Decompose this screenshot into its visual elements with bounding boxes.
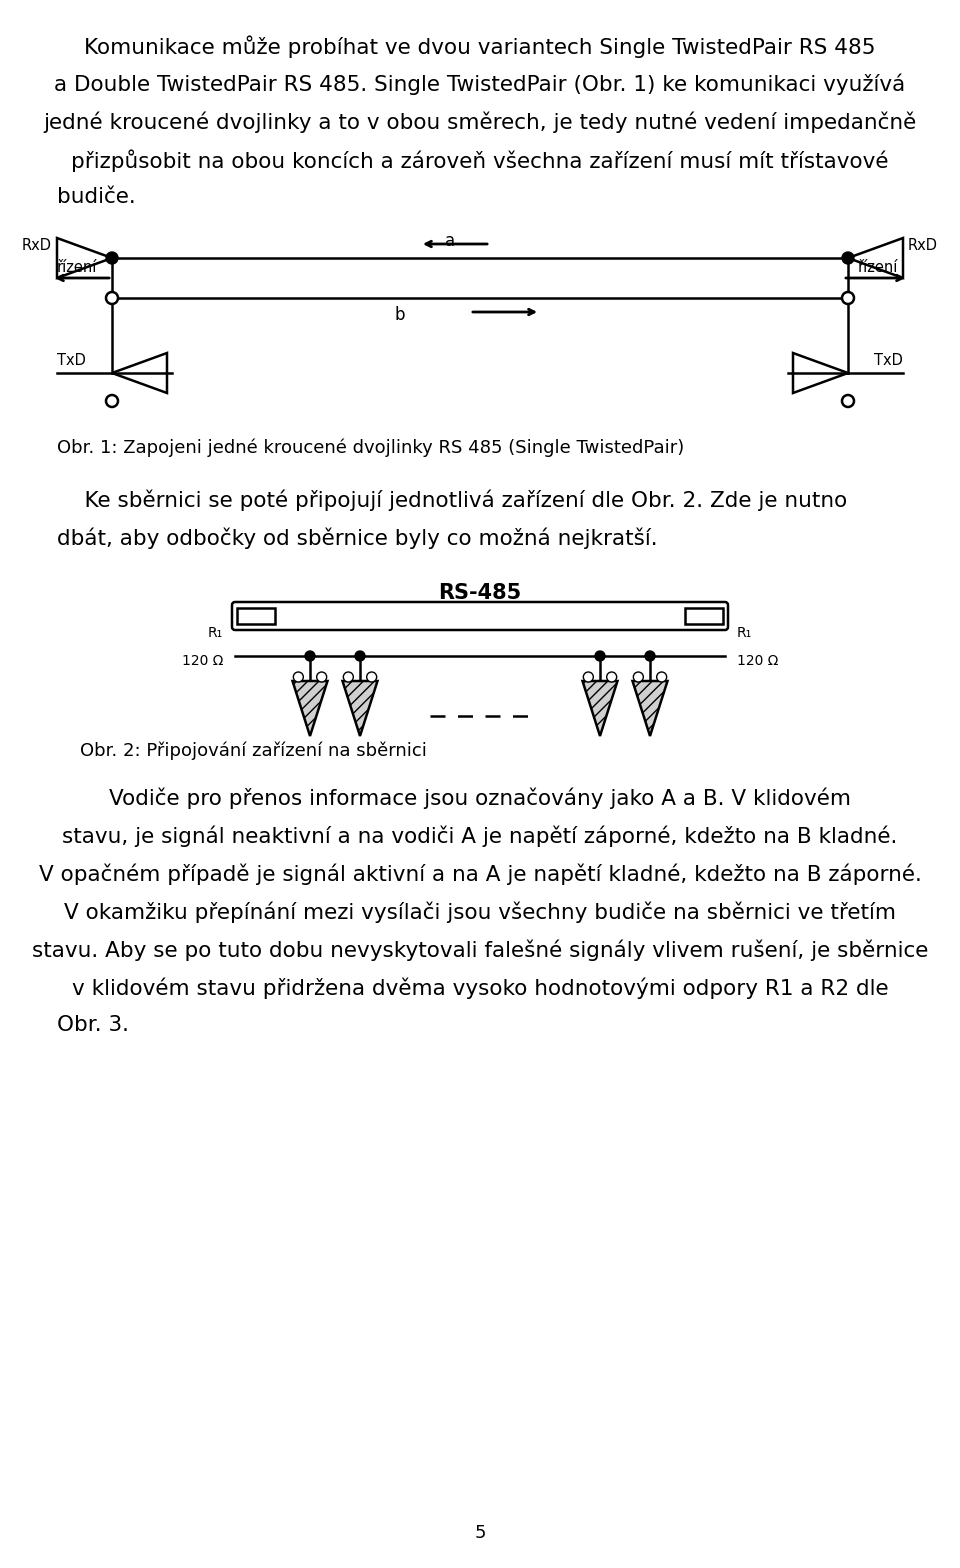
- Bar: [685, 608, 723, 624]
- Text: RxD: RxD: [22, 238, 52, 252]
- Text: V opačném případě je signál aktivní a na A je napětí kladné, kdežto na B záporné: V opačném případě je signál aktivní a na…: [38, 862, 922, 884]
- Text: Obr. 2: Připojování zařízení na sběrnici: Obr. 2: Připojování zařízení na sběrnici: [57, 742, 427, 759]
- Text: b: b: [395, 306, 405, 325]
- Circle shape: [657, 673, 666, 682]
- Circle shape: [106, 292, 118, 304]
- FancyBboxPatch shape: [232, 602, 728, 630]
- Text: v klidovém stavu přidržena dvěma vysoko hodnotovými odpory R1 a R2 dle: v klidovém stavu přidržena dvěma vysoko …: [72, 977, 888, 999]
- Text: řízení: řízení: [857, 260, 898, 274]
- Text: RS-485: RS-485: [439, 583, 521, 604]
- Text: R₁: R₁: [207, 626, 223, 640]
- Text: 120 Ω: 120 Ω: [181, 654, 223, 668]
- Polygon shape: [633, 681, 667, 735]
- Text: a Double TwistedPair RS 485. Single TwistedPair (Obr. 1) ke komunikaci využívá: a Double TwistedPair RS 485. Single Twis…: [55, 74, 905, 94]
- Text: TxD: TxD: [57, 353, 85, 368]
- Text: 120 Ω: 120 Ω: [737, 654, 779, 668]
- Text: Ke sběrnici se poté připojují jednotlivá zařízení dle Obr. 2. Zde je nutno: Ke sběrnici se poté připojují jednotlivá…: [57, 489, 848, 511]
- Text: Obr. 1: Zapojeni jedné kroucené dvojlinky RS 485 (Single TwistedPair): Obr. 1: Zapojeni jedné kroucené dvojlink…: [57, 437, 684, 456]
- Text: TxD: TxD: [875, 353, 903, 368]
- Text: stavu. Aby se po tuto dobu nevyskytovali falešné signály vlivem rušení, je sběrn: stavu. Aby se po tuto dobu nevyskytovali…: [32, 939, 928, 961]
- Circle shape: [106, 252, 118, 263]
- Polygon shape: [343, 681, 377, 735]
- Circle shape: [645, 651, 655, 662]
- Circle shape: [842, 292, 854, 304]
- Circle shape: [294, 673, 303, 682]
- Circle shape: [344, 673, 353, 682]
- Circle shape: [106, 395, 118, 408]
- Circle shape: [305, 651, 315, 662]
- Text: stavu, je signál neaktivní a na vodiči A je napětí záporné, kdežto na B kladné.: stavu, je signál neaktivní a na vodiči A…: [62, 825, 898, 847]
- Circle shape: [842, 292, 854, 304]
- Circle shape: [367, 673, 376, 682]
- Circle shape: [584, 673, 593, 682]
- Text: jedné kroucené dvojlinky a to v obou směrech, je tedy nutné vedení impedančně: jedné kroucené dvojlinky a to v obou smě…: [43, 111, 917, 133]
- Circle shape: [595, 651, 605, 662]
- Bar: [237, 608, 275, 624]
- Circle shape: [842, 252, 854, 263]
- Text: 5: 5: [474, 1524, 486, 1541]
- Text: V okamžiku přepínání mezi vysílači jsou všechny budiče na sběrnici ve třetím: V okamžiku přepínání mezi vysílači jsou …: [64, 902, 896, 922]
- Text: Obr. 3.: Obr. 3.: [57, 1014, 129, 1035]
- Circle shape: [106, 292, 118, 304]
- Text: dbát, aby odbočky od sběrnice byly co možná nejkratší.: dbát, aby odbočky od sběrnice byly co mo…: [57, 527, 658, 549]
- Text: Komunikace může probíhat ve dvou variantech Single TwistedPair RS 485: Komunikace může probíhat ve dvou variant…: [84, 34, 876, 58]
- Text: přizpůsobit na obou koncích a zároveň všechna zařízení musí mít třístavové: přizpůsobit na obou koncích a zároveň vš…: [71, 149, 889, 171]
- Circle shape: [355, 651, 365, 662]
- Text: a: a: [444, 232, 455, 249]
- Circle shape: [607, 673, 616, 682]
- Circle shape: [634, 673, 643, 682]
- Circle shape: [317, 673, 326, 682]
- Polygon shape: [293, 681, 327, 735]
- Text: Vodiče pro přenos informace jsou označovány jako A a B. V klidovém: Vodiče pro přenos informace jsou označov…: [109, 787, 851, 809]
- Text: RxD: RxD: [908, 238, 938, 252]
- Polygon shape: [583, 681, 617, 735]
- Text: budiče.: budiče.: [57, 187, 135, 207]
- Text: R₁: R₁: [737, 626, 753, 640]
- Circle shape: [842, 395, 854, 408]
- Text: řízení: řízení: [57, 260, 97, 274]
